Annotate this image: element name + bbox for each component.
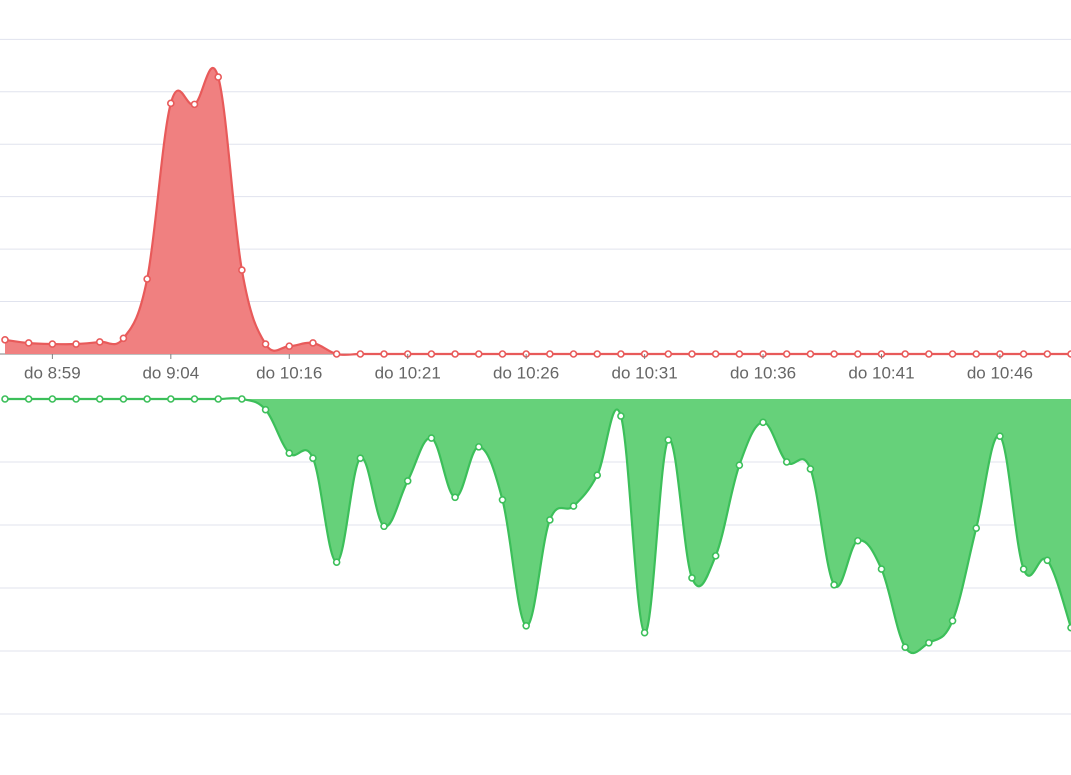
- point: [972, 350, 981, 358]
- x-tick-label: do 9:04: [142, 363, 199, 382]
- x-tick-label: do 10:31: [612, 363, 678, 382]
- point: [617, 350, 625, 358]
- point: [214, 395, 222, 403]
- point: [877, 565, 886, 573]
- point: [593, 350, 602, 358]
- point: [356, 350, 365, 358]
- point: [806, 350, 815, 358]
- point: [1043, 556, 1052, 565]
- point: [996, 432, 1004, 440]
- point: [546, 516, 554, 524]
- point: [427, 350, 436, 358]
- point: [119, 334, 128, 343]
- point: [546, 350, 554, 358]
- point: [901, 643, 909, 652]
- point: [782, 458, 791, 466]
- point: [451, 493, 459, 502]
- point: [830, 350, 838, 358]
- point: [72, 395, 80, 403]
- point: [451, 350, 459, 358]
- point: [498, 350, 507, 358]
- point: [735, 461, 744, 469]
- point: [664, 350, 673, 358]
- point: [261, 405, 270, 414]
- point: [167, 395, 175, 403]
- point: [285, 342, 294, 350]
- point: [380, 350, 388, 358]
- point: [1019, 350, 1028, 358]
- point: [759, 418, 767, 427]
- x-tick-label: do 10:36: [730, 363, 796, 382]
- x-tick-label: do 10:16: [256, 363, 322, 382]
- point: [309, 339, 317, 347]
- point: [24, 395, 33, 403]
- point: [948, 350, 957, 358]
- point: [72, 340, 80, 348]
- point: [190, 100, 199, 109]
- point: [238, 395, 246, 403]
- point: [474, 443, 483, 451]
- point: [853, 350, 862, 358]
- line: [4, 397, 1071, 655]
- point: [214, 73, 222, 81]
- point: [95, 338, 104, 346]
- point: [853, 536, 862, 545]
- point: [522, 621, 530, 630]
- area: [5, 398, 1071, 654]
- point: [1043, 350, 1052, 358]
- point: [735, 350, 744, 358]
- area: [5, 67, 1071, 355]
- x-tick-label: do 10:46: [967, 363, 1033, 382]
- point: [640, 628, 649, 637]
- point: [403, 477, 412, 485]
- point: [806, 465, 815, 473]
- point: [925, 350, 933, 358]
- x-tick-label: do 10:26: [493, 363, 559, 382]
- point: [617, 412, 625, 420]
- point: [285, 449, 294, 457]
- point: [143, 275, 151, 283]
- point: [1067, 350, 1071, 358]
- point: [190, 395, 199, 403]
- point: [167, 99, 175, 108]
- point: [1019, 565, 1028, 573]
- point: [711, 350, 720, 358]
- point: [569, 350, 578, 358]
- point: [332, 350, 341, 358]
- point: [474, 350, 483, 358]
- point: [380, 522, 388, 531]
- point: [356, 454, 365, 463]
- point: [711, 552, 720, 560]
- point: [498, 495, 507, 504]
- x-tick-label: do 8:59: [24, 363, 81, 382]
- point: [593, 471, 602, 480]
- x-tick-label: do 10:21: [375, 363, 441, 382]
- point: [972, 524, 981, 532]
- point: [569, 502, 578, 510]
- point: [48, 340, 57, 348]
- point: [332, 558, 341, 566]
- point: [948, 616, 957, 625]
- x-tick-label: do 10:41: [848, 363, 914, 382]
- point: [925, 639, 933, 647]
- point: [309, 454, 317, 463]
- point: [95, 395, 104, 403]
- point: [24, 339, 33, 347]
- point: [1067, 623, 1071, 632]
- point: [782, 350, 791, 358]
- point: [48, 395, 57, 403]
- point: [688, 574, 696, 582]
- point: [901, 350, 909, 358]
- point: [664, 436, 673, 444]
- point: [688, 350, 696, 358]
- point: [830, 581, 838, 589]
- point: [427, 434, 436, 442]
- point: [238, 266, 246, 274]
- point: [1, 336, 9, 344]
- point: [119, 395, 128, 403]
- point: [143, 395, 151, 403]
- point: [1, 395, 9, 403]
- point: [261, 340, 270, 348]
